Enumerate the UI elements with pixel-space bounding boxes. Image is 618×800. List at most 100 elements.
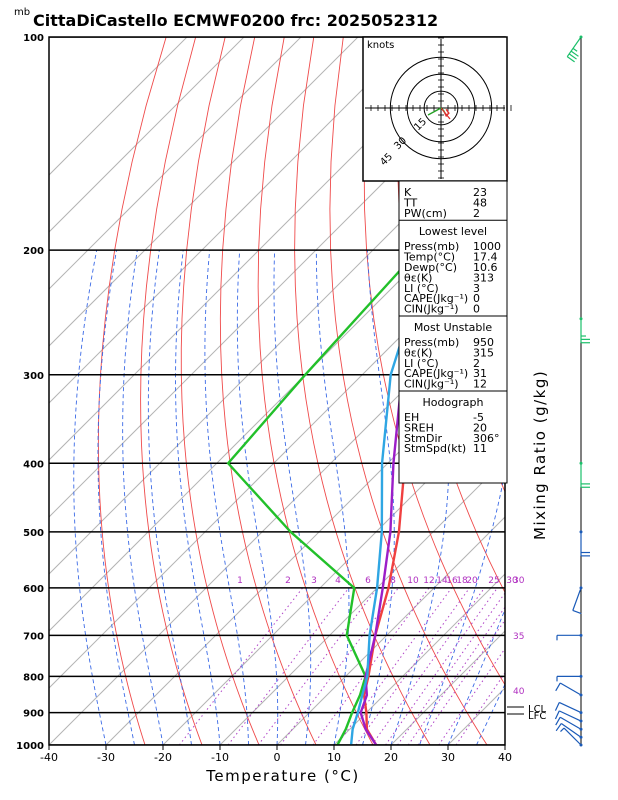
hodograph-box-name: StmSpd(kt) bbox=[404, 442, 466, 455]
barb-dot bbox=[579, 35, 583, 39]
barb-feather bbox=[555, 723, 562, 732]
mixing-ratio-label: 16 bbox=[446, 576, 458, 586]
dry-adiabat bbox=[257, 37, 374, 745]
most-unstable-name: LI (°C) bbox=[404, 357, 439, 370]
most-unstable-value: 950 bbox=[473, 336, 494, 349]
hodograph-box-value: 306° bbox=[473, 432, 500, 445]
mixing-ratio-label: 8 bbox=[390, 576, 396, 586]
moist-adiabat bbox=[273, 250, 312, 745]
moist-adiabat bbox=[147, 250, 192, 745]
storm-motion-arrow bbox=[440, 107, 451, 120]
most-unstable-value: 31 bbox=[473, 367, 487, 380]
isotherm bbox=[276, 516, 505, 745]
barb-staff bbox=[563, 727, 582, 746]
barb-dot bbox=[579, 674, 583, 678]
barb-feather bbox=[555, 682, 561, 692]
mixing-ratio-label: 4 bbox=[335, 576, 341, 586]
pressure-tick-label: 300 bbox=[23, 371, 44, 382]
lowest-level-value: 10.6 bbox=[473, 261, 498, 274]
dry-adiabat bbox=[579, 37, 618, 745]
barb-staff bbox=[560, 722, 582, 738]
wind-barb bbox=[579, 317, 590, 344]
lfc-label: LFC bbox=[528, 711, 546, 722]
lowest-level-name: LI (°C) bbox=[404, 282, 439, 295]
index-name: K bbox=[404, 186, 412, 199]
mixing-ratio-label: 6 bbox=[365, 576, 371, 586]
most-unstable-name: Press(mb) bbox=[404, 336, 459, 349]
wind-barb bbox=[579, 530, 590, 557]
temperature-tick-label: -10 bbox=[211, 751, 229, 764]
dry-adiabat bbox=[140, 37, 203, 745]
moist-adiabat bbox=[97, 250, 135, 745]
mixing-ratio-line bbox=[178, 587, 304, 745]
barb-feather bbox=[568, 53, 577, 60]
moist-adiabat bbox=[315, 250, 350, 745]
dry-adiabat bbox=[97, 37, 167, 745]
barb-feather bbox=[572, 609, 582, 615]
pressure-tick-label: 100 bbox=[23, 33, 44, 44]
barb-feather bbox=[570, 50, 579, 57]
isotherm bbox=[49, 37, 473, 461]
isotherm bbox=[49, 37, 302, 290]
x-axis-title: Temperature (°C) bbox=[205, 767, 359, 785]
wind-barb bbox=[556, 674, 583, 682]
isotherm bbox=[49, 37, 245, 233]
barb-dot bbox=[579, 461, 583, 465]
barb-dot bbox=[579, 530, 583, 534]
most-unstable-value: 2 bbox=[473, 357, 480, 370]
barb-staff bbox=[558, 701, 582, 714]
mixing-ratio-line bbox=[355, 587, 470, 745]
lowest-level-name: Temp(°C) bbox=[403, 251, 455, 264]
wind-barb bbox=[572, 586, 583, 615]
mixing-ratio-line bbox=[227, 587, 350, 745]
pressure-tick-label: 900 bbox=[23, 709, 44, 720]
index-name: TT bbox=[403, 196, 418, 209]
temperature-tick-label: 10 bbox=[327, 751, 341, 764]
wind-barb bbox=[579, 461, 590, 488]
barb-dot bbox=[579, 317, 583, 321]
moist-adiabat bbox=[204, 250, 249, 745]
isotherm bbox=[49, 174, 505, 632]
lowest-level-value: 0 bbox=[473, 303, 480, 316]
barb-feather bbox=[566, 56, 575, 63]
background-grid bbox=[49, 37, 618, 745]
barb-feather bbox=[554, 702, 560, 711]
dry-adiabat bbox=[490, 37, 505, 223]
wind-barb bbox=[555, 716, 583, 731]
barb-staff bbox=[558, 710, 582, 722]
pressure-tick-label: 800 bbox=[23, 672, 44, 683]
dry-adiabat bbox=[219, 37, 317, 745]
temperature-tick-label: -20 bbox=[154, 751, 172, 764]
isotherm bbox=[333, 573, 505, 745]
mixing-ratio-label: 18 bbox=[456, 576, 468, 586]
mixing-ratio-label: 2 bbox=[285, 576, 291, 586]
lowest-level-value: 313 bbox=[473, 271, 494, 284]
lcl-label: LCL bbox=[528, 704, 547, 715]
dry-adiabat bbox=[180, 37, 260, 745]
isotherm bbox=[219, 459, 505, 745]
dry-adiabat bbox=[609, 37, 618, 745]
lowest-level-name: CIN(Jkg⁻¹) bbox=[404, 303, 459, 316]
barb-feather bbox=[555, 716, 561, 726]
barb-dot bbox=[579, 727, 583, 731]
hodograph-box-name: EH bbox=[404, 411, 419, 424]
theta-e-labels: 30 35 40 bbox=[513, 576, 525, 697]
barb-staff bbox=[559, 716, 582, 730]
hodograph-box-heading: Hodograph bbox=[423, 396, 484, 409]
mixing-ratio-line bbox=[407, 606, 505, 745]
hodograph-box-value: 20 bbox=[473, 421, 487, 434]
moist-adiabat bbox=[236, 250, 279, 745]
hodograph-inset: knots 15 30 45 bbox=[362, 36, 512, 182]
most-unstable-heading: Most Unstable bbox=[414, 321, 493, 334]
most-unstable-name: CAPE(Jkg⁻¹) bbox=[404, 367, 468, 380]
pressure-tick-label: 500 bbox=[23, 528, 44, 539]
theta-e-label: 40 bbox=[513, 687, 525, 697]
most-unstable-name: θε(K) bbox=[404, 346, 432, 359]
theta-e-label: 35 bbox=[513, 632, 524, 642]
temperature-tick-label: 40 bbox=[498, 751, 512, 764]
barb-feather bbox=[554, 710, 560, 720]
moist-adiabat bbox=[362, 250, 395, 745]
